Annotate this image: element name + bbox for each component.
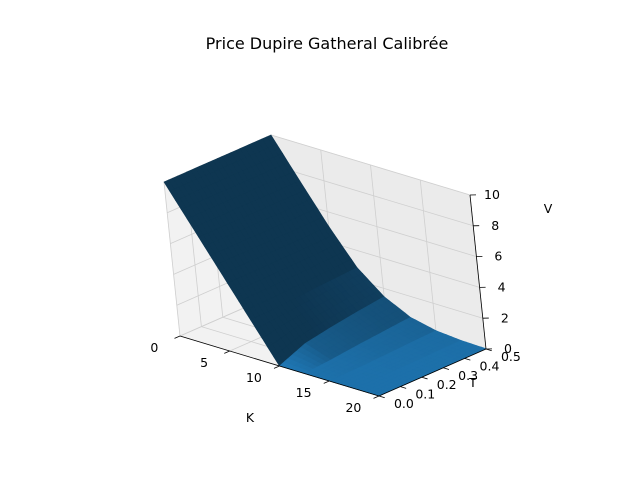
x-tick-label: 20 [345, 400, 361, 415]
y-tick-label: 0.0 [394, 396, 414, 411]
y-tick-label: 0.3 [458, 368, 478, 383]
grid-line-x [419, 179, 437, 335]
z-tick-label: 4 [498, 280, 506, 295]
grid-line-z [274, 165, 474, 227]
z-tick-label: 0 [504, 341, 512, 356]
x-tick-label: 5 [200, 355, 208, 370]
x-tick [224, 350, 230, 354]
y-tick-label: 0.2 [437, 377, 457, 392]
grid-line-x [370, 164, 387, 320]
y-axis-label: T [468, 375, 477, 390]
x-tick [174, 335, 181, 339]
y-tick-label: 0.4 [480, 358, 500, 373]
y-tick-label: 0.5 [501, 349, 521, 364]
y-axis-line [378, 348, 487, 397]
z-axis-line [469, 194, 487, 350]
x-axis-label: K [246, 410, 255, 425]
y-tick [378, 395, 385, 399]
z-tick-label: 8 [491, 218, 499, 233]
x-tick [323, 380, 330, 384]
z-tick-label: 6 [494, 249, 502, 264]
x-tick-label: 0 [150, 340, 158, 355]
grid-line-y [163, 181, 181, 337]
y-tick [400, 386, 407, 389]
x-tick-label: 10 [246, 370, 262, 385]
chart-title: Price Dupire Gatheral Calibrée [206, 34, 449, 53]
grid-line-z [270, 134, 471, 196]
z-tick-label: 2 [501, 310, 509, 325]
y-tick [443, 367, 450, 370]
x-tick [273, 365, 280, 369]
z-axis-label: V [544, 201, 553, 216]
surface-mesh [163, 134, 487, 397]
z-tick-label: 10 [484, 187, 500, 202]
y-tick-label: 0.1 [415, 387, 435, 402]
x-tick-label: 15 [296, 385, 312, 400]
y-tick [464, 358, 471, 361]
x-tick [373, 395, 380, 399]
y-tick [421, 376, 428, 380]
